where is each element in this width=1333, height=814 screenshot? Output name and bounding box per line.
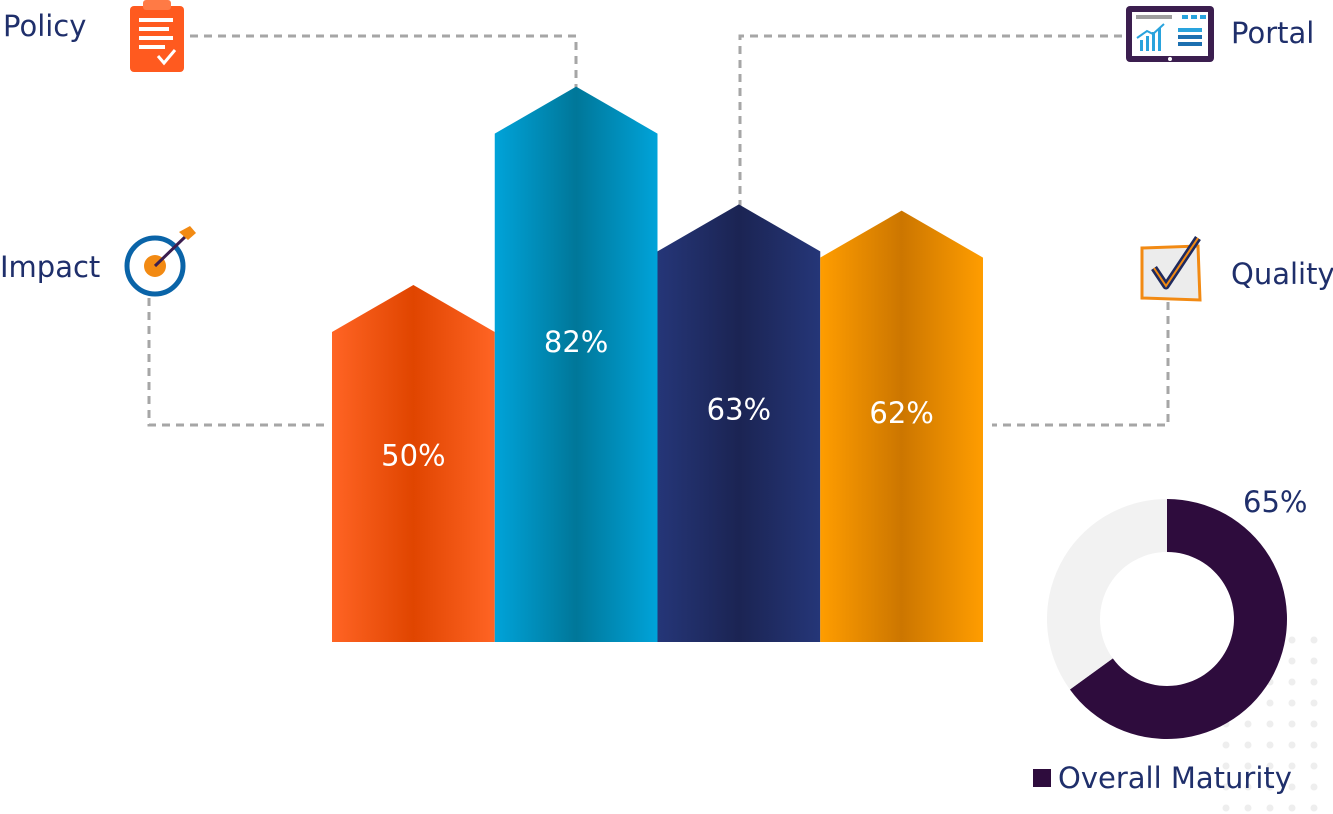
decor-dot	[1310, 678, 1318, 686]
clipboard-icon	[130, 0, 184, 72]
decor-dot	[1244, 762, 1252, 770]
category-label-policy: Policy	[3, 9, 86, 43]
overall-maturity-donut	[1047, 499, 1288, 740]
bar-value-label-quality: 62%	[869, 396, 933, 430]
decor-dot	[1244, 783, 1252, 791]
decor-dot	[1222, 804, 1230, 812]
donut-slice-remainder	[1047, 499, 1167, 690]
connector-portal	[738, 34, 1122, 218]
decor-dot	[1310, 657, 1318, 665]
target-icon	[124, 226, 196, 297]
category-label-portal: Portal	[1231, 16, 1314, 50]
decor-dot	[1310, 699, 1318, 707]
decor-dot	[1288, 720, 1296, 728]
decor-dot	[1310, 762, 1318, 770]
decor-dot	[1266, 699, 1274, 707]
decor-dot	[1288, 699, 1296, 707]
decor-dot	[1266, 720, 1274, 728]
decor-dot	[1288, 636, 1296, 644]
decor-dot	[1288, 762, 1296, 770]
legend-swatch-overall-maturity	[1033, 769, 1051, 787]
decor-dot	[1222, 741, 1230, 749]
category-label-impact: Impact	[0, 250, 100, 284]
connector-lines	[147, 34, 1170, 427]
bar-portal	[657, 204, 821, 642]
bar-value-labels: 50% 82% 63% 62%	[381, 325, 934, 472]
decor-dot	[1266, 804, 1274, 812]
decor-dot	[1266, 741, 1274, 749]
bar-value-label-impact: 50%	[381, 438, 445, 472]
decor-dot	[1310, 783, 1318, 791]
decor-dot	[1266, 762, 1274, 770]
bar-quality	[820, 210, 983, 642]
decor-dot	[1244, 720, 1252, 728]
bar-value-label-policy: 82%	[544, 325, 608, 359]
donut-slice-overall-maturity	[1069, 499, 1288, 740]
decor-dot	[1288, 804, 1296, 812]
decor-dot	[1244, 804, 1252, 812]
decor-dot	[1310, 804, 1318, 812]
decor-dot	[1310, 636, 1318, 644]
checkbox-icon	[1140, 236, 1202, 302]
connector-impact	[147, 298, 330, 427]
decor-dot	[1266, 783, 1274, 791]
bar-series	[332, 86, 983, 643]
decor-dot	[1222, 783, 1230, 791]
decor-dot	[1310, 720, 1318, 728]
connector-quality	[992, 302, 1170, 427]
decor-dot	[1288, 657, 1296, 665]
decor-dot	[1244, 741, 1252, 749]
category-label-quality: Quality	[1231, 257, 1333, 291]
bar-value-label-portal: 63%	[707, 392, 771, 426]
bar-impact	[332, 285, 495, 642]
decor-dot	[1288, 741, 1296, 749]
donut-value-label: 65%	[1243, 485, 1307, 519]
connector-policy	[190, 34, 578, 95]
decor-dot	[1310, 741, 1318, 749]
decor-dot	[1288, 783, 1296, 791]
legend-label-overall-maturity: Overall Maturity	[1058, 761, 1292, 795]
dashboard-icon	[1126, 6, 1214, 62]
decor-dot	[1288, 678, 1296, 686]
bar-policy	[494, 86, 658, 643]
decor-dot	[1222, 762, 1230, 770]
